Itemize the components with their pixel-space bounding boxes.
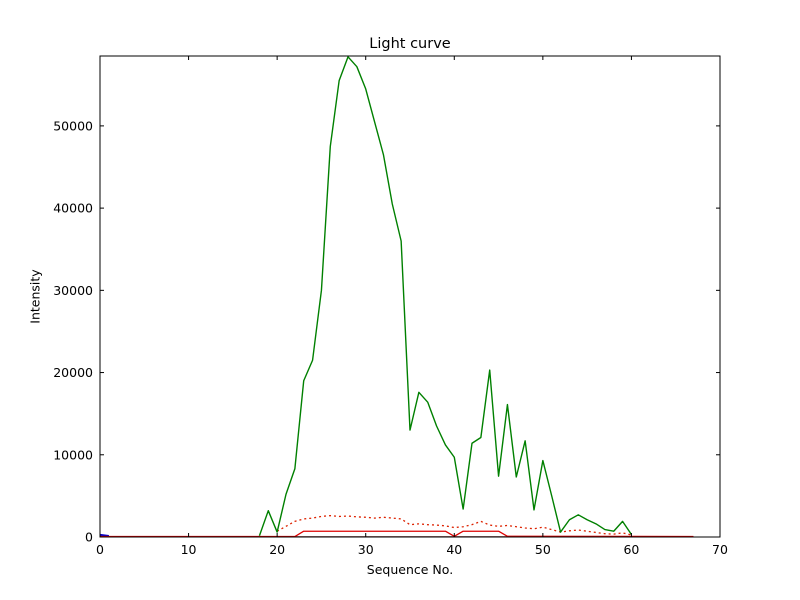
series-red-dotted	[276, 514, 632, 536]
x-tick-label: 40	[446, 542, 462, 557]
x-tick-label: 60	[623, 542, 639, 557]
y-tick-label: 0	[85, 530, 93, 545]
axes-frame	[99, 55, 721, 538]
x-axis-label: Sequence No.	[366, 562, 454, 577]
y-tick-label: 30000	[53, 283, 93, 298]
series-green-light-curve	[258, 56, 633, 537]
x-tick-label: 20	[269, 542, 285, 557]
x-tick-label: 30	[358, 542, 374, 557]
y-axis-label: Intensity	[27, 269, 43, 324]
x-tick-label: 10	[181, 542, 197, 557]
x-tick-label: 70	[712, 542, 728, 557]
y-tick-label: 40000	[53, 201, 93, 216]
series-blue-start-segment	[99, 533, 109, 538]
chart-title: Light curve	[369, 36, 451, 52]
y-tick-label: 10000	[53, 447, 93, 462]
y-tick-label: 20000	[53, 365, 93, 380]
y-tick-label: 50000	[53, 118, 93, 133]
x-tick-label: 50	[535, 542, 551, 557]
x-tick-label: 0	[96, 542, 104, 557]
